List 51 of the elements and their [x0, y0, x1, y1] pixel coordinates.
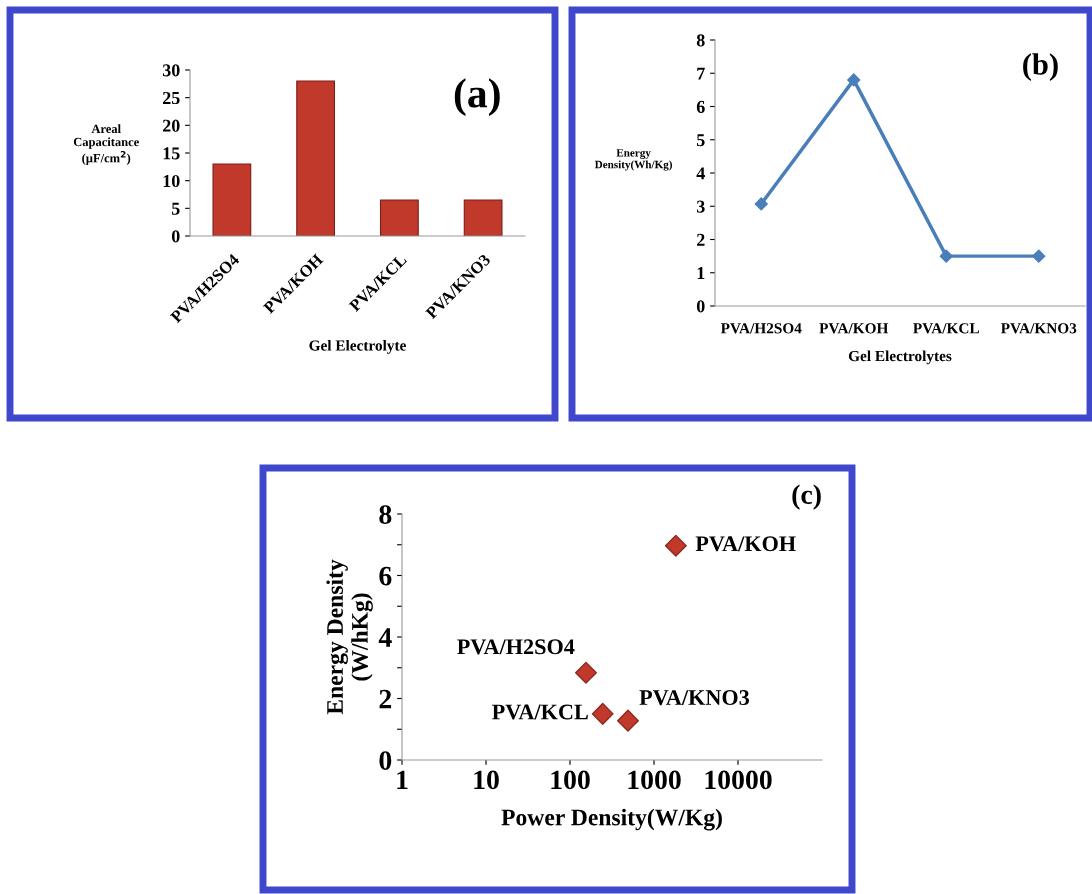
y-tick-label: 15	[163, 147, 180, 160]
y-axis-title: Energy Density(Wh/Kg)	[594, 149, 672, 171]
x-tick-label: PVA/KOH	[819, 323, 889, 334]
y-tick-label: 8	[696, 34, 705, 47]
x-tick-label: PVA/KCL	[913, 323, 979, 334]
y-tick-label: 20	[162, 119, 180, 132]
y-tick-label: 4	[378, 628, 392, 647]
y-tick-label: 10	[163, 174, 180, 188]
y-tick-label: 1	[697, 267, 705, 280]
annotation: PVA/KCL	[492, 704, 588, 720]
y-tick-label: 3	[696, 200, 705, 213]
x-tick-label: PVA/H2SO4	[720, 323, 802, 334]
bar	[463, 199, 503, 236]
y-tick-label: 0	[379, 751, 392, 770]
y-tick-label: 5	[171, 202, 180, 215]
y-tick-label: 2	[697, 233, 705, 246]
y-axis-title: Areal Capacitance (µF/cm$^{2}$)	[73, 124, 139, 165]
bar	[296, 80, 336, 236]
point	[1032, 249, 1046, 263]
point	[847, 73, 861, 87]
x-tick-label: 10000	[705, 770, 772, 790]
bar	[379, 199, 419, 236]
annotation: (a)	[454, 78, 500, 117]
x-axis-title: Gel Electrolytes	[848, 350, 952, 365]
bar	[212, 163, 252, 236]
y-tick-label: 7	[697, 67, 705, 80]
y-tick-label: 8	[379, 505, 392, 524]
text: (c)	[792, 484, 821, 510]
x-tick-label: 10	[474, 770, 499, 790]
y-axis-title: Energy Density (W/hKg)	[326, 559, 373, 715]
y-tick-label: 25	[162, 91, 180, 105]
y-tick-label: 0	[696, 300, 705, 313]
y-tick-label: 30	[162, 64, 180, 77]
point	[754, 197, 768, 211]
x-tick-label: PVA/KNO3	[1000, 323, 1077, 334]
x-tick-label: 1000	[628, 770, 681, 790]
x-axis-title: Power Density(W/Kg)	[501, 808, 722, 831]
y-tick-label: 4	[696, 167, 705, 180]
point	[939, 249, 953, 263]
y-tick-label: 5	[696, 134, 705, 147]
x-tick-label: 100	[551, 770, 590, 790]
y-tick-label: 0	[171, 230, 180, 243]
y-tick-label: 2	[379, 689, 392, 709]
x-tick-label: 1	[397, 770, 408, 789]
x-axis-title: Gel Electrolyte	[309, 339, 406, 354]
annotation: PVA/H2SO4	[457, 639, 575, 655]
y-tick-label: 6	[696, 100, 705, 113]
y-tick-label: 6	[379, 566, 392, 586]
annotation: PVA/KNO3	[639, 690, 750, 706]
annotation: PVA/KOH	[695, 536, 796, 552]
annotation: (b)	[1023, 53, 1058, 82]
